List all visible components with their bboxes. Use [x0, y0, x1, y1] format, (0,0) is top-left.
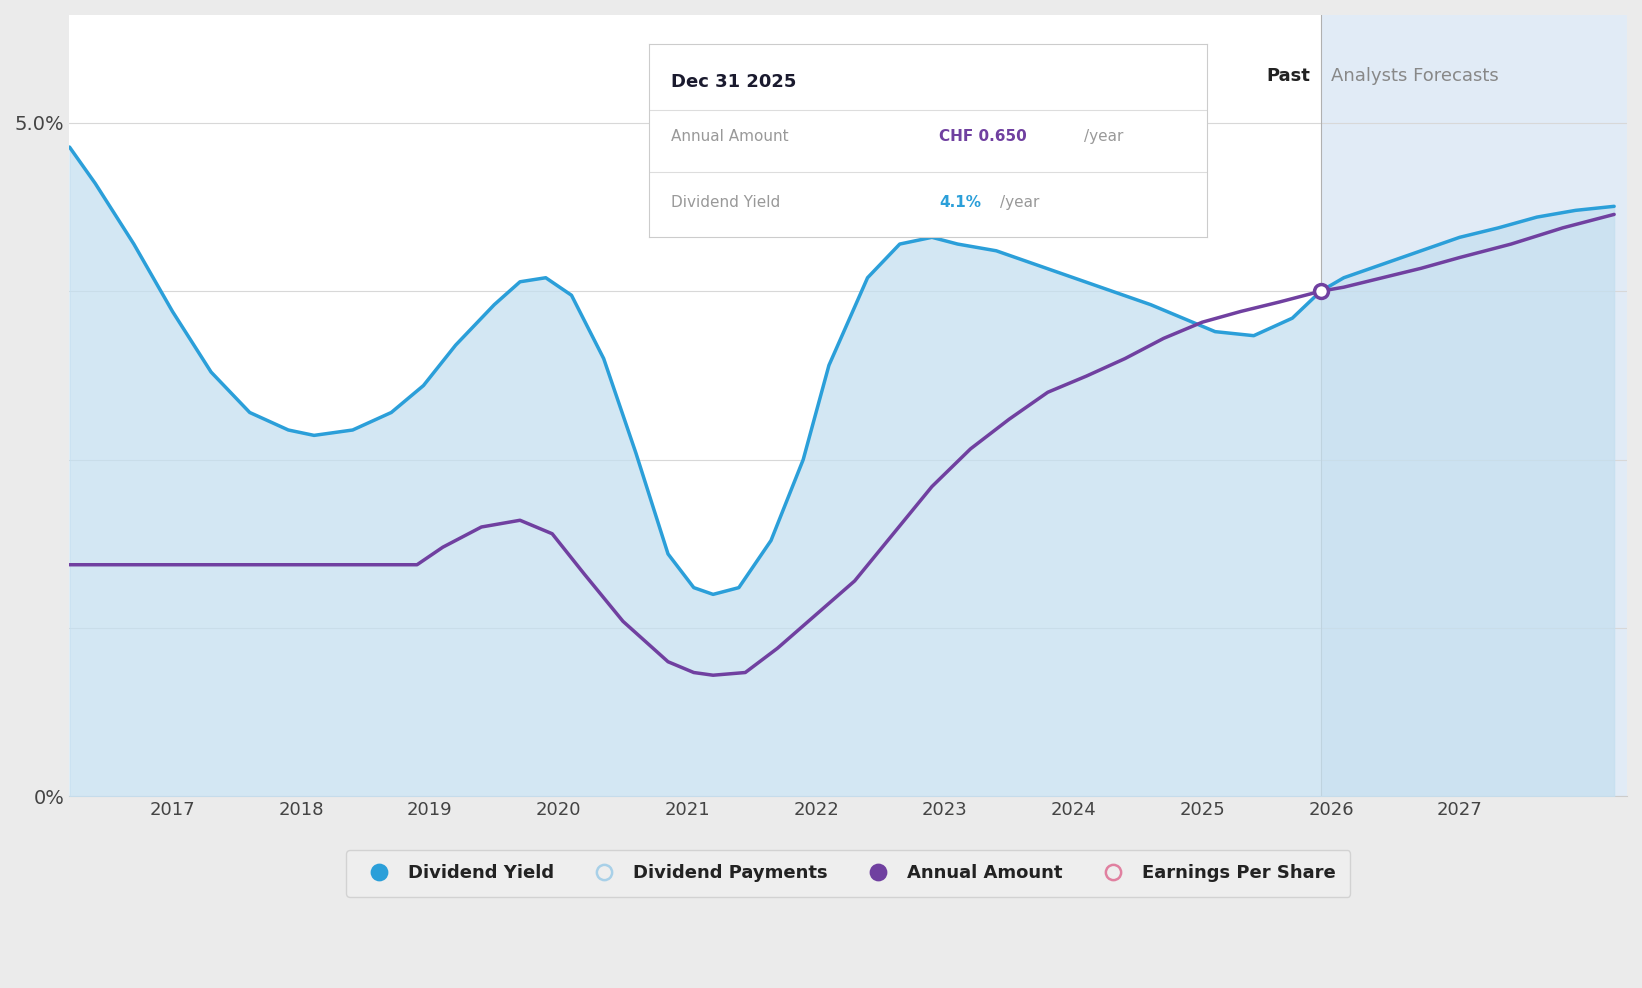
- Text: CHF 0.650: CHF 0.650: [939, 129, 1026, 144]
- Text: Analysts Forecasts: Analysts Forecasts: [1332, 66, 1499, 85]
- Text: Past: Past: [1266, 66, 1310, 85]
- Legend: Dividend Yield, Dividend Payments, Annual Amount, Earnings Per Share: Dividend Yield, Dividend Payments, Annua…: [346, 850, 1350, 897]
- Text: Annual Amount: Annual Amount: [672, 129, 788, 144]
- Text: /year: /year: [1084, 129, 1123, 144]
- Text: /year: /year: [1000, 195, 1039, 209]
- Text: 4.1%: 4.1%: [939, 195, 980, 209]
- Text: Dec 31 2025: Dec 31 2025: [672, 73, 796, 91]
- Text: Dividend Yield: Dividend Yield: [672, 195, 780, 209]
- Bar: [1320, 15, 1627, 796]
